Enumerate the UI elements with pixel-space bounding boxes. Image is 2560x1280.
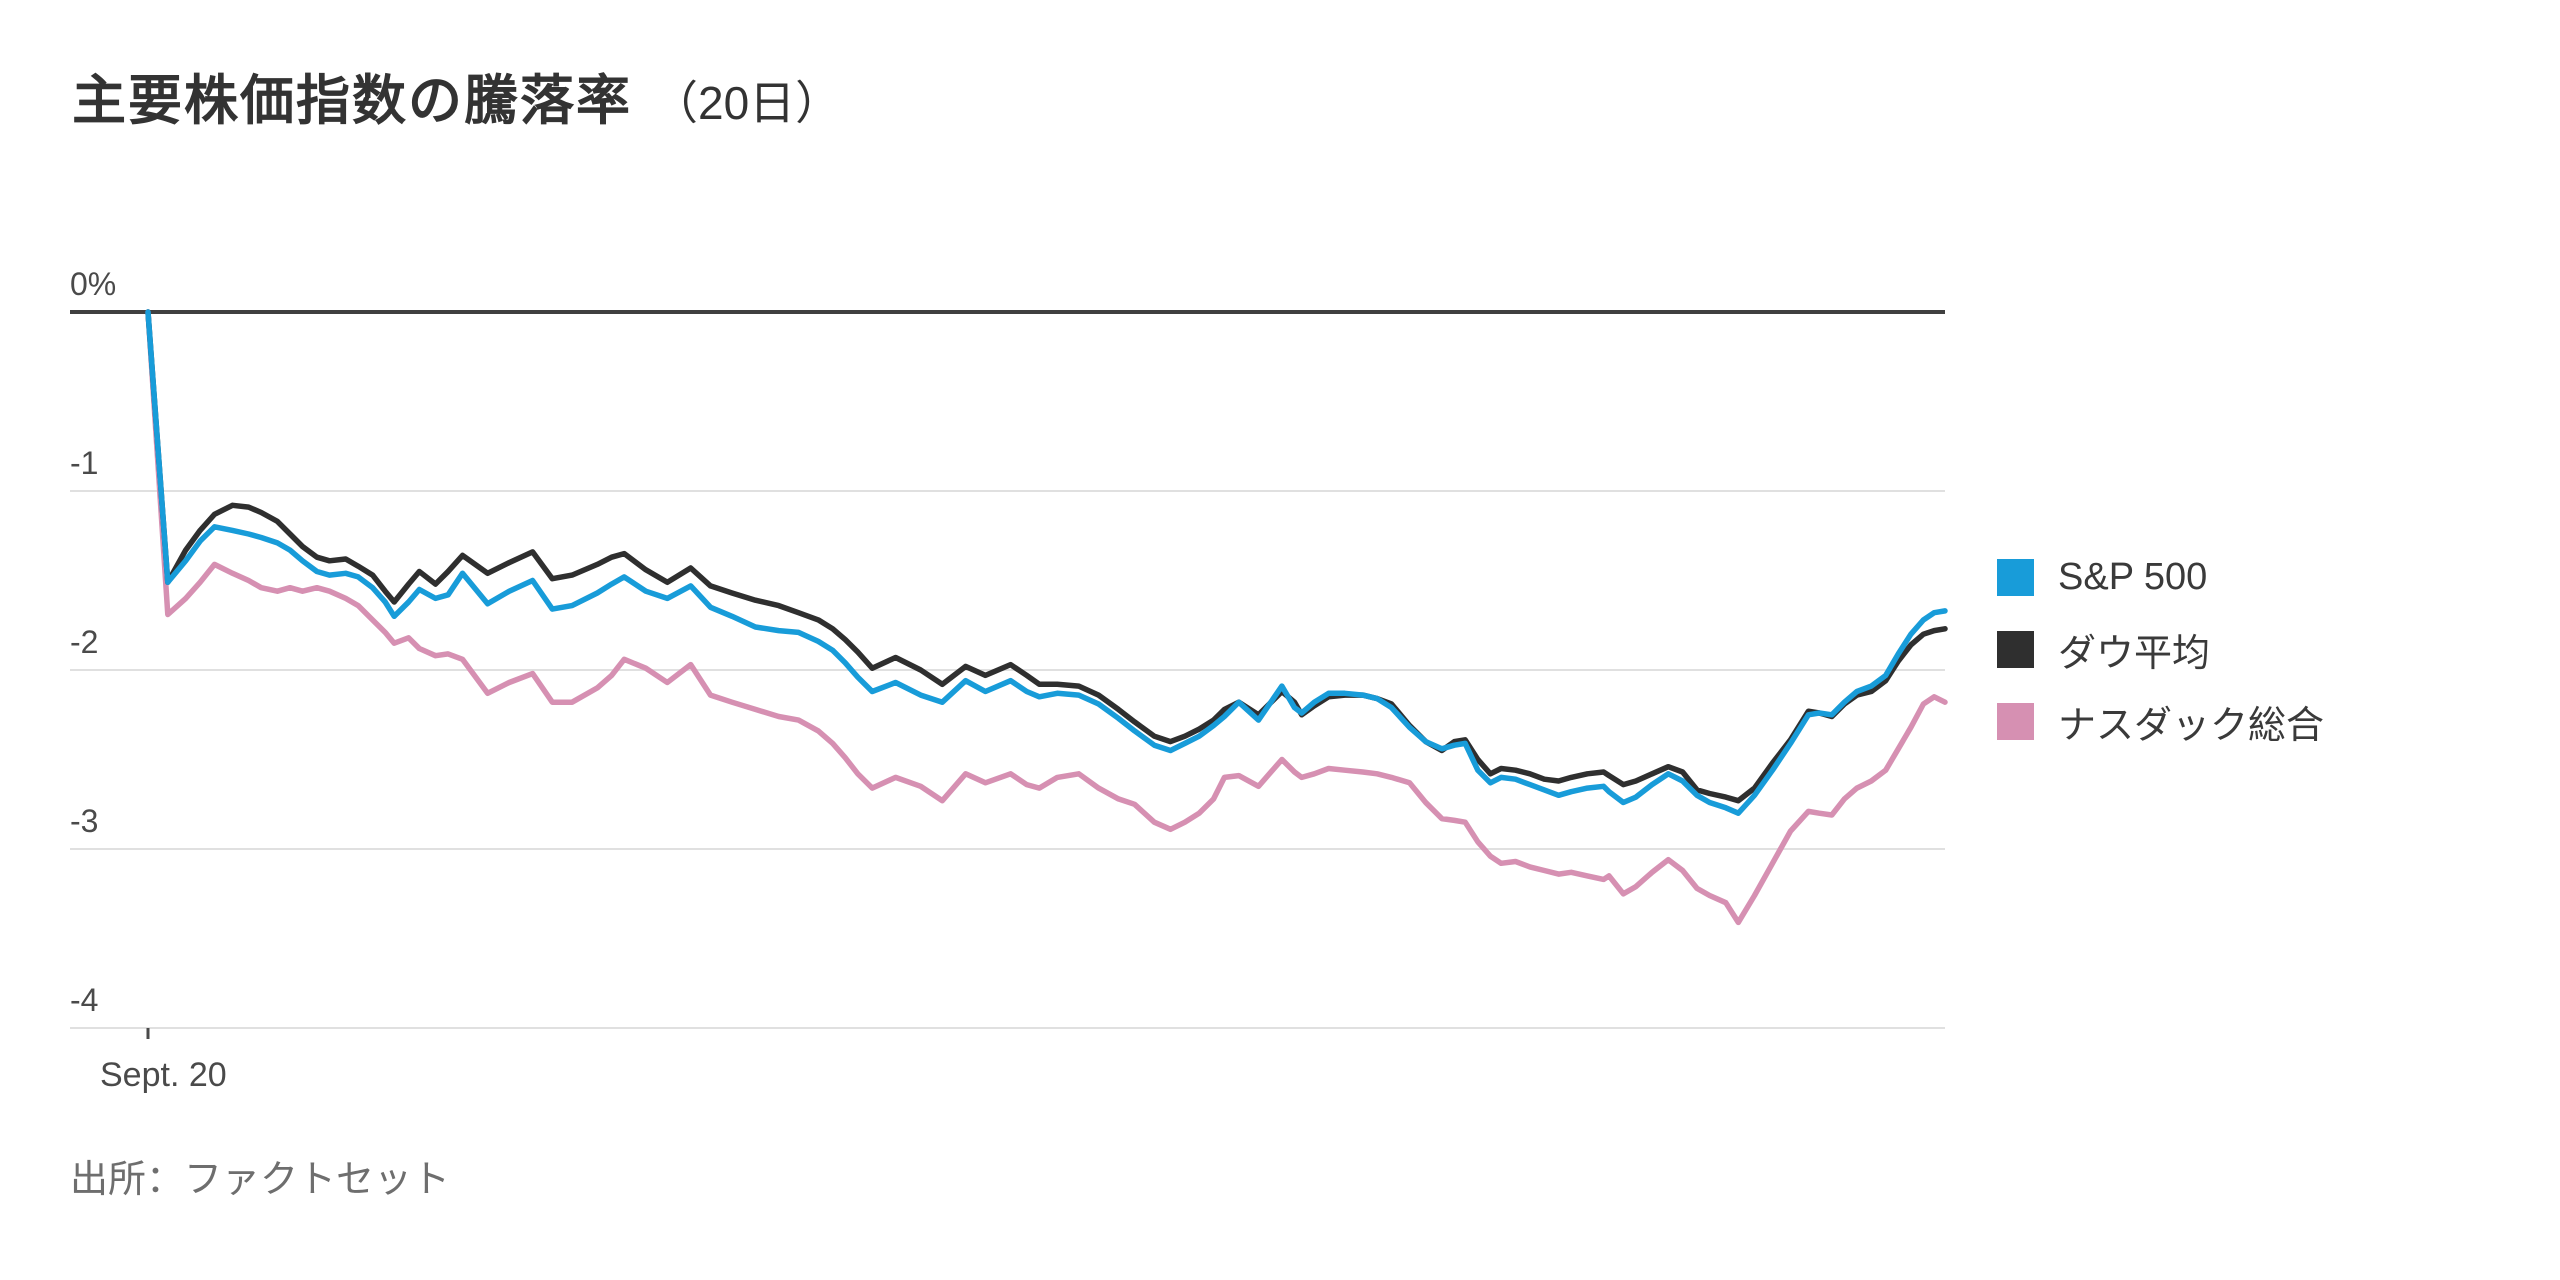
legend-label-nasdaq: ナスダック総合: [2058, 704, 2325, 747]
y-axis-label: 0%: [70, 266, 117, 302]
dow-swatch-icon: [1997, 630, 2034, 668]
y-axis-label: -3: [70, 803, 99, 839]
series-line-0: [145, 309, 1948, 816]
source-note: 出所：ファクトセット: [70, 1159, 451, 1201]
y-axis-label: -2: [70, 624, 99, 660]
chart-title: 主要株価指数の騰落率: [72, 71, 632, 131]
legend-label-sp500: S&P 500: [2058, 555, 2208, 598]
page-title: 主要株価指数の騰落率 （20日）: [72, 56, 841, 135]
series-line-2: [145, 309, 1948, 926]
legend-item-dow: ダウ平均: [1997, 630, 2324, 675]
legend: S&P 500 ダウ平均 ナスダック総合: [1997, 555, 2324, 774]
legend-item-nasdaq: ナスダック総合: [1997, 702, 2324, 747]
series-line-1: [145, 309, 1948, 804]
nasdaq-swatch-icon: [1997, 702, 2034, 740]
chart-title-note: （20日）: [652, 77, 842, 129]
legend-label-dow: ダウ平均: [2058, 632, 2211, 675]
x-axis-start-label: Sept. 20: [100, 1056, 227, 1094]
y-axis-label: -1: [70, 445, 99, 481]
y-axis-label: -4: [70, 982, 99, 1018]
sp500-swatch-icon: [1997, 558, 2034, 596]
legend-item-sp500: S&P 500: [1997, 555, 2324, 598]
